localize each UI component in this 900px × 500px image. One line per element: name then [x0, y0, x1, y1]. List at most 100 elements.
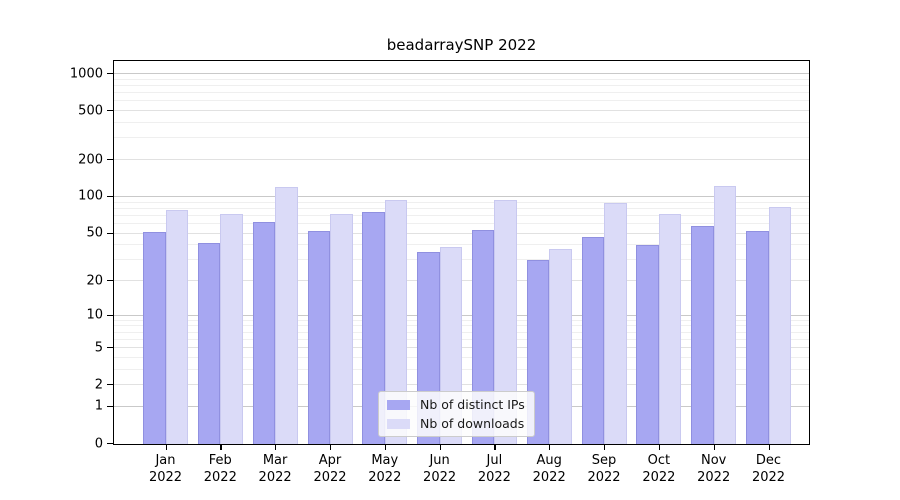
x-tick-year: 2022: [642, 470, 676, 485]
bar-distinct-ips-sep: [581, 236, 604, 445]
x-tick-year: 2022: [587, 470, 621, 485]
x-tick: [220, 445, 222, 450]
y-tick-label: 20: [86, 273, 103, 288]
bar-distinct-ips-jan: [143, 232, 166, 445]
gridline-minor: [113, 207, 810, 209]
y-tick: [107, 110, 113, 112]
y-tick-label: 500: [78, 103, 103, 119]
x-tick-year: 2022: [532, 470, 566, 485]
x-tick-year: 2022: [751, 470, 786, 485]
x-tick: [658, 445, 661, 450]
x-tick-year: 2022: [313, 470, 347, 485]
x-tick-month: Jan: [155, 453, 176, 468]
x-tick-month: Sep: [591, 453, 617, 468]
legend-entry-distinct-ips: Nb of distinct IPs: [387, 397, 525, 412]
x-tick-month: Dec: [755, 453, 782, 468]
plot-area: Nb of distinct IPs Nb of downloads 0 1 2 5 1…: [70, 60, 810, 485]
bar-downloads-apr: [330, 214, 353, 445]
bar-distinct-ips-feb: [197, 242, 221, 445]
y-tick: [107, 443, 113, 445]
x-tick-label: Sep 2022: [576, 452, 632, 486]
gridline-minor: [113, 122, 810, 123]
x-tick-month: Jul: [486, 453, 503, 468]
bar-distinct-ips-nov: [691, 225, 714, 445]
x-tick-year: 2022: [148, 470, 183, 485]
x-tick-month: May: [371, 453, 399, 468]
y-tick-label: 1: [94, 398, 103, 414]
y-tick: [107, 384, 113, 386]
bar-distinct-ips-oct: [636, 245, 659, 445]
x-tick: [494, 445, 496, 450]
y-tick: [107, 195, 113, 198]
x-tick: [713, 445, 715, 450]
y-tick-label: 0: [94, 436, 103, 451]
gridline-major: [113, 73, 810, 74]
legend: Nb of distinct IPs Nb of downloads: [378, 391, 535, 437]
bar-distinct-ips-mar: [252, 222, 276, 445]
x-tick-year: 2022: [477, 470, 511, 485]
legend-label-distinct-ips: Nb of distinct IPs: [420, 397, 525, 412]
x-tick-year: 2022: [423, 470, 457, 485]
chart-title: beadarraySNP 2022: [386, 36, 537, 54]
gridline-minor: [113, 137, 810, 139]
bar-downloads-jan: [165, 210, 188, 445]
x-tick-label: May 2022: [357, 452, 413, 486]
x-tick-month: Oct: [647, 453, 671, 468]
x-tick-label: Jan 2022: [138, 452, 194, 486]
x-tick: [768, 445, 770, 450]
x-tick: [275, 445, 277, 450]
y-tick-label: 100: [78, 188, 103, 204]
legend-entry-downloads: Nb of downloads: [387, 416, 525, 431]
y-tick-label: 2: [94, 377, 103, 393]
x-tick-year: 2022: [368, 470, 402, 485]
bar-downloads-sep: [604, 203, 627, 445]
gridline-minor: [113, 100, 810, 102]
gridline-minor: [113, 214, 810, 216]
y-tick: [107, 314, 113, 316]
bar-distinct-ips-dec: [746, 231, 769, 445]
x-tick-month: Nov: [701, 453, 727, 468]
bar-downloads-oct: [658, 213, 682, 445]
x-tick: [330, 445, 332, 450]
x-tick-label: Jun 2022: [412, 452, 468, 486]
bar-downloads-aug: [549, 249, 572, 445]
gridline-minor: [113, 92, 810, 94]
bar-distinct-ips-may: [362, 212, 385, 445]
x-tick-label: Mar 2022: [247, 452, 303, 486]
y-tick: [107, 232, 113, 234]
x-tick: [549, 445, 551, 450]
y-tick: [107, 73, 113, 75]
bar-downloads-mar: [275, 187, 298, 445]
y-tick-label: 200: [78, 152, 103, 167]
x-tick-month: Apr: [318, 453, 342, 468]
x-tick: [439, 445, 441, 450]
y-tick-label: 50: [86, 225, 103, 241]
y-tick: [107, 405, 113, 408]
x-tick-label: Apr 2022: [302, 452, 358, 486]
legend-label-downloads: Nb of downloads: [420, 416, 525, 431]
gridline-minor: [113, 78, 810, 80]
y-tick-label: 10: [86, 307, 103, 323]
x-tick: [165, 445, 167, 450]
bar-downloads-feb: [220, 214, 243, 445]
gridline-mid: [113, 232, 810, 234]
x-tick-month: Jun: [429, 453, 450, 468]
y-tick: [107, 159, 113, 161]
y-tick-label: 1000: [69, 66, 103, 81]
gridline-minor: [113, 222, 810, 224]
bar-downloads-jul: [494, 200, 517, 445]
x-tick: [604, 445, 606, 450]
legend-swatch-distinct-ips: [387, 399, 410, 410]
bar-downloads-may: [384, 200, 408, 445]
x-tick-year: 2022: [697, 470, 731, 485]
x-tick-month: Mar: [262, 453, 288, 468]
gridline-minor: [113, 244, 810, 246]
x-tick-label: Dec 2022: [741, 452, 797, 486]
y-tick: [107, 280, 113, 282]
x-tick-month: Feb: [208, 453, 232, 468]
x-tick-year: 2022: [258, 470, 292, 485]
y-tick-label: 5: [94, 340, 103, 356]
x-tick-year: 2022: [203, 470, 237, 485]
bar-downloads-nov: [713, 185, 737, 445]
